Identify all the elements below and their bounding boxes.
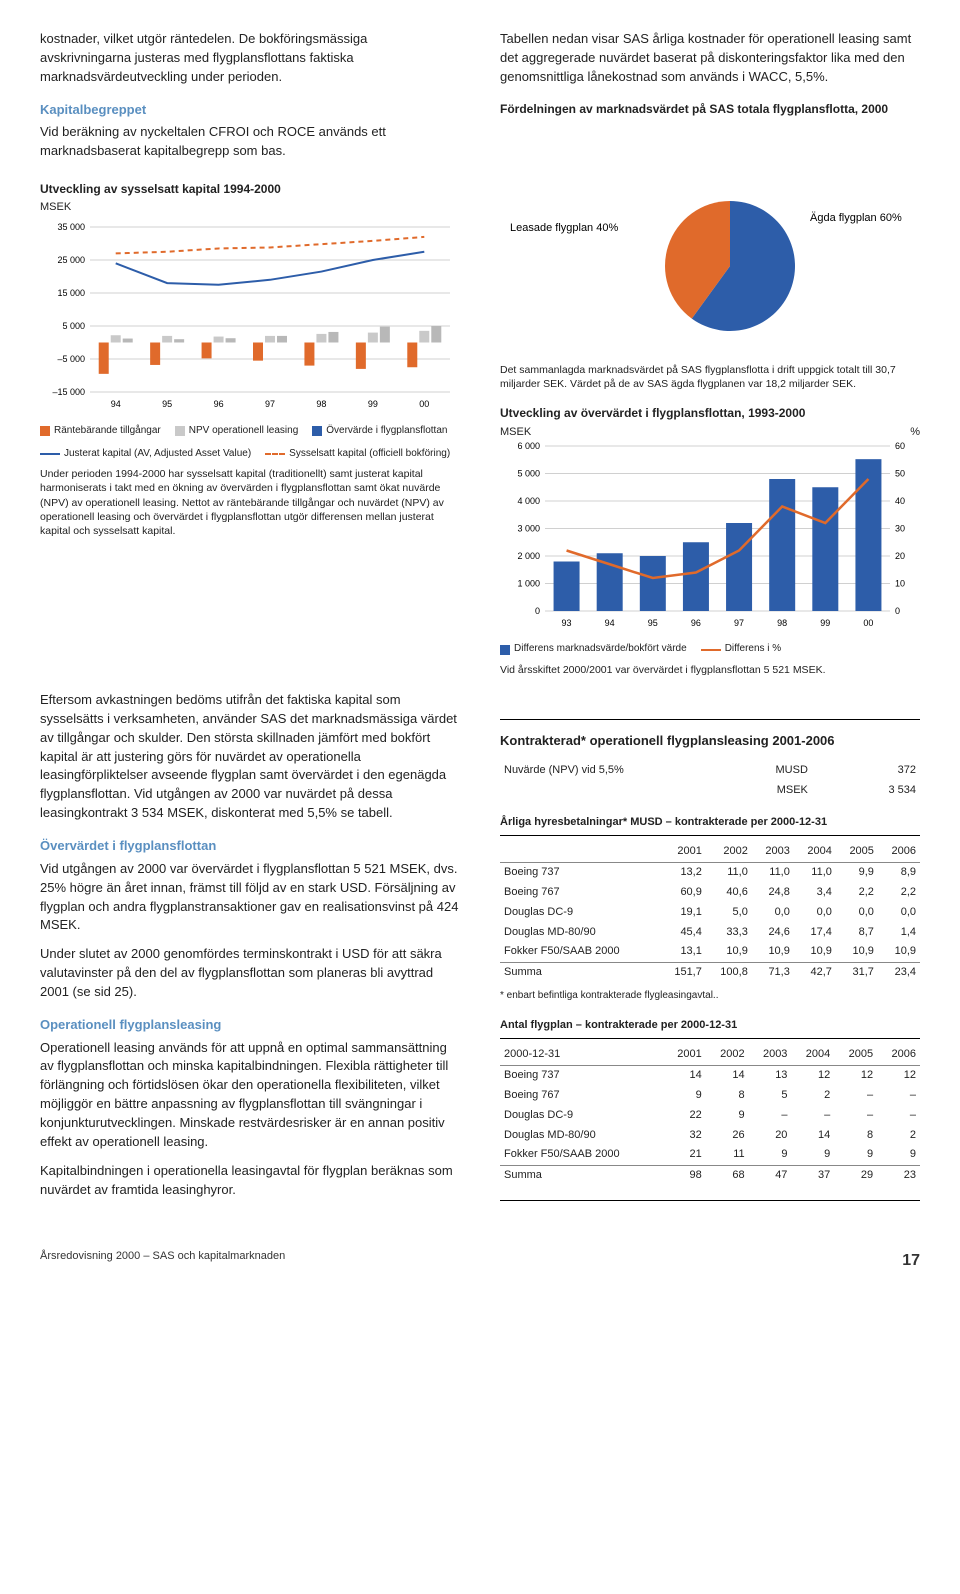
- pie-title: Fördelningen av marknadsvärdet på SAS to…: [500, 101, 920, 118]
- npv-row2: MSEK 3 534: [500, 781, 920, 801]
- svg-text:40: 40: [895, 496, 905, 506]
- svg-text:00: 00: [863, 618, 873, 628]
- tbl2-head: Antal flygplan – kontrakterade per 2000-…: [500, 1018, 920, 1039]
- svg-text:2 000: 2 000: [517, 551, 540, 561]
- svg-text:95: 95: [648, 618, 658, 628]
- npv-label: Nuvärde (NPV) vid 5,5%: [500, 761, 689, 781]
- npv-c2v: 3 534: [812, 781, 920, 801]
- body-left: Eftersom avkastningen bedöms utifrån det…: [40, 691, 460, 1209]
- tbl1-note: * enbart befintliga kontrakterade flygle…: [500, 989, 920, 1004]
- payments-table: 200120022003200420052006Boeing 73713,211…: [500, 842, 920, 984]
- intro-right: Tabellen nedan visar SAS årliga kostnade…: [500, 30, 920, 171]
- svg-text:–15 000: –15 000: [52, 387, 85, 397]
- body-right: Kontrakterad* operationell flygplansleas…: [500, 691, 920, 1209]
- cap-chart-title: Utveckling av sysselsatt kapital 1994-20…: [40, 181, 460, 198]
- footer-left: Årsredovisning 2000 – SAS och kapitalmar…: [40, 1249, 285, 1272]
- svg-text:97: 97: [734, 618, 744, 628]
- ov-legend: Differens marknadsvärde/bokfört värdeDif…: [500, 642, 920, 657]
- svg-text:98: 98: [777, 618, 787, 628]
- intro-left: kostnader, vilket utgör räntedelen. De b…: [40, 30, 460, 171]
- ov-chart-title: Utveckling av övervärdet i flygplansflot…: [500, 405, 920, 422]
- svg-text:25 000: 25 000: [57, 255, 85, 265]
- svg-text:20: 20: [895, 551, 905, 561]
- npv-table: Nuvärde (NPV) vid 5,5% MUSD 372 MSEK 3 5…: [500, 761, 920, 801]
- charts-row-1: Utveckling av sysselsatt kapital 1994-20…: [40, 181, 920, 691]
- svg-text:1 000: 1 000: [517, 578, 540, 588]
- svg-text:97: 97: [265, 399, 275, 409]
- opleasing-head: Operationell flygplansleasing: [40, 1016, 460, 1035]
- pie-caption: Det sammanlagda marknadsvärdet på SAS fl…: [500, 363, 920, 391]
- svg-text:50: 50: [895, 468, 905, 478]
- svg-text:94: 94: [111, 399, 121, 409]
- ov-caption: Vid årsskiftet 2000/2001 var övervärdet …: [500, 663, 920, 677]
- pie-chart: Leasade flygplan 40% Ägda flygplan 60%: [500, 181, 920, 351]
- kapital-head: Kapitalbegreppet: [40, 101, 460, 120]
- svg-text:15 000: 15 000: [57, 288, 85, 298]
- ov-sub-left: MSEK: [500, 425, 531, 441]
- footer-page: 17: [902, 1249, 920, 1272]
- svg-text:60: 60: [895, 441, 905, 451]
- ov-chart: 001 000102 000203 000304 000405 000506 0…: [500, 441, 920, 631]
- body-left-p1: Eftersom avkastningen bedöms utifrån det…: [40, 691, 460, 823]
- pie-wrap: Leasade flygplan 40% Ägda flygplan 60% De…: [500, 181, 920, 691]
- npv-c1l: MUSD: [689, 761, 812, 781]
- aircraft-table: 2000-12-31200120022003200420052006Boeing…: [500, 1045, 920, 1187]
- svg-text:0: 0: [535, 606, 540, 616]
- svg-text:00: 00: [419, 399, 429, 409]
- svg-text:30: 30: [895, 523, 905, 533]
- body-columns: Eftersom avkastningen bedöms utifrån det…: [40, 691, 920, 1209]
- svg-text:99: 99: [368, 399, 378, 409]
- svg-text:99: 99: [820, 618, 830, 628]
- svg-text:–5 000: –5 000: [57, 354, 85, 364]
- leasing-box: Kontrakterad* operationell flygplansleas…: [500, 719, 920, 1201]
- svg-text:96: 96: [214, 399, 224, 409]
- svg-text:96: 96: [691, 618, 701, 628]
- cap-caption: Under perioden 1994-2000 har sysselsatt …: [40, 467, 460, 538]
- box-title: Kontrakterad* operationell flygplansleas…: [500, 732, 920, 751]
- svg-text:95: 95: [162, 399, 172, 409]
- svg-text:3 000: 3 000: [517, 523, 540, 533]
- opleasing-p1: Operationell leasing används för att upp…: [40, 1039, 460, 1152]
- page-footer: Årsredovisning 2000 – SAS och kapitalmar…: [40, 1249, 920, 1272]
- svg-text:35 000: 35 000: [57, 222, 85, 232]
- svg-text:Ägda flygplan 60%: Ägda flygplan 60%: [810, 212, 902, 224]
- svg-text:4 000: 4 000: [517, 496, 540, 506]
- intro-columns: kostnader, vilket utgör räntedelen. De b…: [40, 30, 920, 171]
- overvarde-p2: Under slutet av 2000 genomfördes termins…: [40, 945, 460, 1002]
- cap-chart-wrap: Utveckling av sysselsatt kapital 1994-20…: [40, 181, 460, 691]
- svg-text:5 000: 5 000: [62, 321, 85, 331]
- opleasing-p2: Kapitalbindningen i operationella leasin…: [40, 1162, 460, 1200]
- ov-axis-labels: MSEK %: [500, 425, 920, 441]
- svg-text:6 000: 6 000: [517, 441, 540, 451]
- svg-text:5 000: 5 000: [517, 468, 540, 478]
- overvarde-head: Övervärdet i flygplansflottan: [40, 837, 460, 856]
- intro-right-p1: Tabellen nedan visar SAS årliga kostnade…: [500, 30, 920, 87]
- svg-text:94: 94: [605, 618, 615, 628]
- svg-text:Leasade flygplan 40%: Leasade flygplan 40%: [510, 222, 618, 234]
- svg-text:93: 93: [562, 618, 572, 628]
- svg-text:0: 0: [895, 606, 900, 616]
- intro-left-p1: kostnader, vilket utgör räntedelen. De b…: [40, 30, 460, 87]
- npv-c2l: MSEK: [689, 781, 812, 801]
- svg-text:98: 98: [316, 399, 326, 409]
- npv-row: Nuvärde (NPV) vid 5,5% MUSD 372: [500, 761, 920, 781]
- cap-chart-sub: MSEK: [40, 200, 460, 216]
- svg-text:10: 10: [895, 578, 905, 588]
- kapital-body: Vid beräkning av nyckeltalen CFROI och R…: [40, 123, 460, 161]
- tbl1-head: Årliga hyresbetalningar* MUSD – kontrakt…: [500, 815, 920, 836]
- overvarde-p1: Vid utgången av 2000 var övervärdet i fl…: [40, 860, 460, 935]
- ov-sub-right: %: [910, 425, 920, 441]
- npv-c1v: 372: [812, 761, 920, 781]
- cap-chart: –15 000 –5 000 5 000 15 000 25 000 35 000 94 95…: [40, 222, 460, 412]
- cap-legend: Räntebärande tillgångarNPV operationell …: [40, 424, 460, 461]
